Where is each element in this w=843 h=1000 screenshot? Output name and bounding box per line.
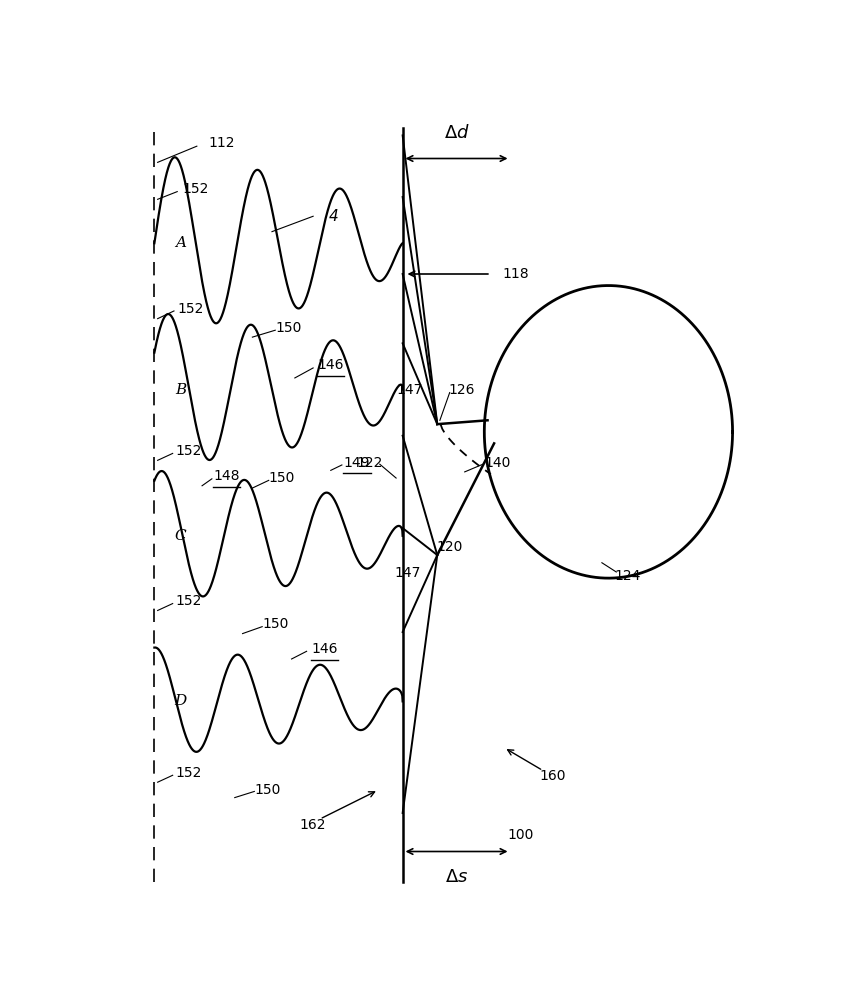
Text: 152: 152 [182, 182, 209, 196]
Text: 100: 100 [507, 828, 534, 842]
Text: 149: 149 [344, 456, 370, 470]
Text: 112: 112 [208, 136, 235, 150]
Text: 150: 150 [269, 471, 295, 485]
Text: 147: 147 [396, 382, 422, 396]
Text: 150: 150 [262, 617, 288, 631]
Text: 140: 140 [484, 456, 511, 470]
Text: 152: 152 [176, 766, 202, 780]
Text: 160: 160 [540, 769, 566, 783]
Text: $\Delta s$: $\Delta s$ [445, 868, 468, 886]
Text: 126: 126 [448, 382, 475, 396]
Text: 150: 150 [255, 783, 281, 797]
Text: 152: 152 [176, 444, 202, 458]
Text: 146: 146 [318, 358, 344, 372]
Text: C: C [175, 529, 186, 543]
Text: 150: 150 [275, 321, 302, 335]
Text: 122: 122 [357, 456, 384, 470]
Text: 147: 147 [394, 566, 421, 580]
Text: B: B [175, 382, 186, 396]
Text: 162: 162 [300, 818, 326, 832]
Text: 124: 124 [615, 569, 642, 583]
Text: 152: 152 [177, 302, 203, 316]
Text: A: A [175, 236, 186, 250]
Text: 152: 152 [176, 594, 202, 608]
Text: 148: 148 [213, 469, 239, 483]
Text: 120: 120 [437, 540, 463, 554]
Text: 118: 118 [502, 267, 529, 281]
Text: $\Delta d$: $\Delta d$ [443, 124, 470, 142]
Text: 146: 146 [311, 642, 337, 656]
Text: D: D [175, 694, 186, 708]
Text: 4: 4 [329, 209, 339, 224]
